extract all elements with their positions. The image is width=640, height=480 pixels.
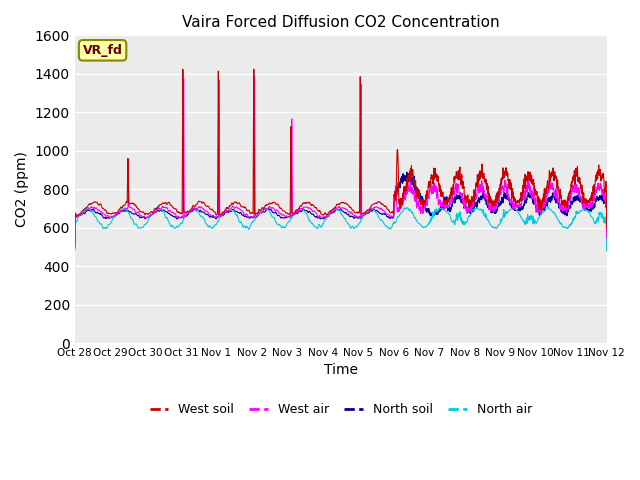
Title: Vaira Forced Diffusion CO2 Concentration: Vaira Forced Diffusion CO2 Concentration (182, 15, 499, 30)
Y-axis label: CO2 (ppm): CO2 (ppm) (15, 151, 29, 227)
Text: VR_fd: VR_fd (83, 44, 122, 57)
X-axis label: Time: Time (324, 363, 358, 377)
Legend: West soil, West air, North soil, North air: West soil, West air, North soil, North a… (145, 398, 537, 421)
